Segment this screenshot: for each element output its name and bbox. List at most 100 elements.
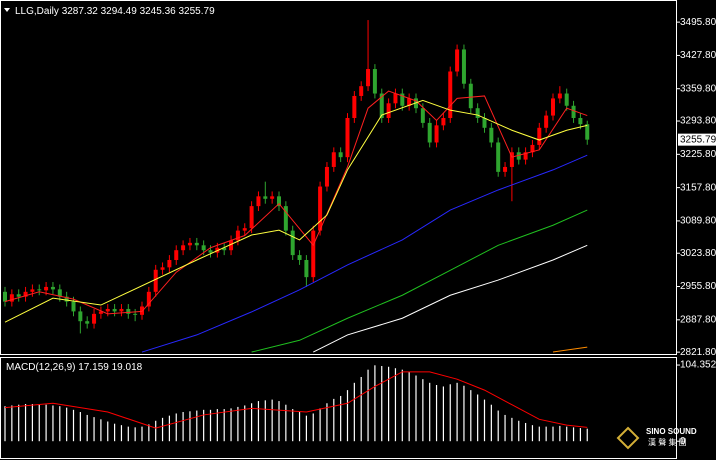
macd-header: MACD(12,26,9) 17.159 19.018 xyxy=(6,362,143,373)
candle-body xyxy=(187,242,192,246)
candle-body xyxy=(71,301,76,312)
y-tick-label: 3359.80 xyxy=(680,83,716,94)
candle-body xyxy=(98,311,103,314)
candle-body xyxy=(92,313,97,324)
y-tick-label: 2887.80 xyxy=(680,314,716,325)
candle-body xyxy=(290,230,295,256)
logo-icon xyxy=(616,426,640,450)
candle-body xyxy=(366,69,371,87)
candle-body xyxy=(455,49,460,72)
candle-body xyxy=(420,108,425,123)
candle-body xyxy=(50,286,55,290)
macd-pane xyxy=(0,357,677,459)
candle-body xyxy=(105,308,110,312)
moving-average xyxy=(251,209,588,353)
candle-body xyxy=(448,71,453,118)
candle-body xyxy=(352,95,357,118)
candle-body xyxy=(9,294,14,302)
candle-body xyxy=(283,206,288,231)
moving-average xyxy=(313,244,588,353)
candle-body xyxy=(64,296,69,302)
signal-value: 19.018 xyxy=(112,362,143,373)
symbol: LLG,Daily xyxy=(15,6,59,17)
candle-body xyxy=(78,311,83,322)
y-tick-label: 2955.80 xyxy=(680,281,716,292)
candle-body xyxy=(119,308,124,312)
open: 3287.32 xyxy=(62,6,99,17)
y-tick-label: 2821.80 xyxy=(680,347,716,358)
candle-body xyxy=(434,125,439,143)
moving-average xyxy=(141,154,588,353)
candle-body xyxy=(85,321,90,324)
candle-body xyxy=(57,289,62,297)
candle-body xyxy=(585,124,590,140)
candle-body xyxy=(564,93,569,106)
candle-body xyxy=(386,103,391,118)
header: LLG,Daily 3287.32 3294.49 3245.36 3255.7… xyxy=(15,6,215,17)
candle-body xyxy=(229,240,234,251)
candle-body xyxy=(407,98,412,106)
y-tick-label: 104.352 xyxy=(680,360,716,371)
candle-body xyxy=(489,127,494,143)
candle-body xyxy=(441,118,446,126)
candle-body xyxy=(379,93,384,118)
candle-body xyxy=(222,247,227,251)
candle-body xyxy=(400,93,405,106)
candle-body xyxy=(359,86,364,96)
candle-body xyxy=(537,127,542,145)
candle-body xyxy=(126,308,131,314)
candle-body xyxy=(194,242,199,246)
moving-average xyxy=(552,346,588,353)
candle-body xyxy=(133,313,138,315)
candle-body xyxy=(468,83,473,109)
candle-body xyxy=(23,291,28,297)
candle-body xyxy=(181,245,186,251)
candle-body xyxy=(578,118,583,125)
candle-body xyxy=(249,206,254,229)
candle-body xyxy=(297,255,302,260)
candle-body xyxy=(544,115,549,128)
candle-body xyxy=(174,250,179,260)
candle-body xyxy=(112,308,117,312)
candle-body xyxy=(551,98,555,116)
candle-body xyxy=(263,196,268,199)
candle-body xyxy=(16,294,21,297)
price-marker xyxy=(678,133,716,146)
y-tick-label: 0 xyxy=(680,436,686,447)
high: 3294.49 xyxy=(101,6,138,17)
signal-line xyxy=(4,371,588,429)
candle-body xyxy=(30,289,35,292)
candle-body xyxy=(208,250,213,253)
price-marker-label: 3255.79 xyxy=(680,134,716,145)
y-tick-label: 3427.80 xyxy=(680,50,716,61)
candle-body xyxy=(242,228,247,231)
candle-body xyxy=(509,152,514,167)
moving-average xyxy=(4,99,588,323)
menu-icon xyxy=(4,8,10,12)
candle-body xyxy=(345,118,350,158)
candle-body xyxy=(324,166,329,187)
candle-body xyxy=(153,269,158,292)
candle-body xyxy=(523,152,528,160)
candle-body xyxy=(530,144,535,153)
y-tick-label: 3023.80 xyxy=(680,248,716,259)
candle-body xyxy=(311,230,316,278)
candle-body xyxy=(44,286,49,291)
candle-body xyxy=(331,152,336,167)
candle-body xyxy=(270,196,275,199)
candle-body xyxy=(393,93,398,104)
moving-average xyxy=(4,90,588,315)
candle-body xyxy=(516,152,521,160)
candle-body xyxy=(37,289,42,291)
candle-body xyxy=(167,259,172,268)
candle-body xyxy=(557,93,562,99)
candle-body xyxy=(277,196,281,207)
macd-label: MACD(12,26,9) xyxy=(6,362,75,373)
candle-body xyxy=(475,108,480,118)
low: 3245.36 xyxy=(140,6,177,17)
candle-body xyxy=(160,267,165,270)
candle-body xyxy=(503,166,508,172)
macd-value: 17.159 xyxy=(78,362,109,373)
